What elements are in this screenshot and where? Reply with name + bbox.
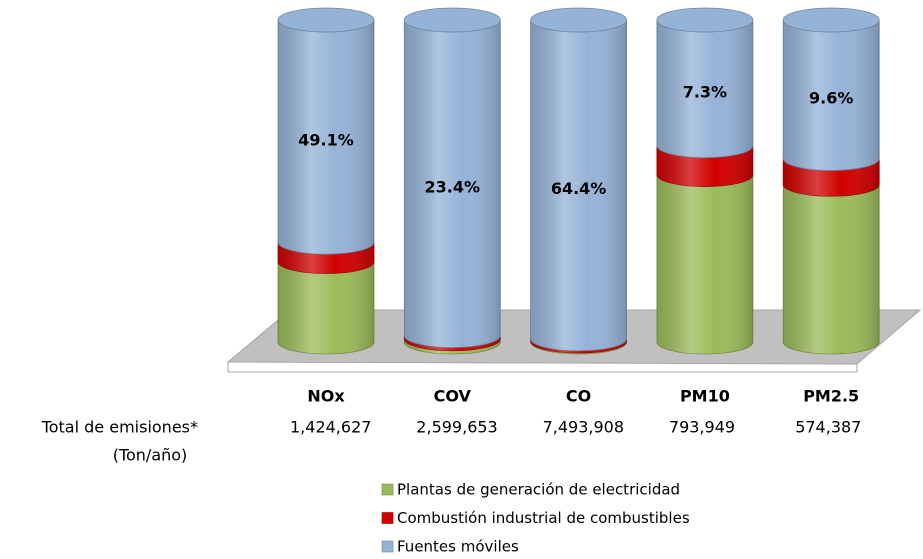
segment-shade: [783, 20, 880, 171]
cylinder-top: [782, 7, 880, 33]
x-tick-label: NOx: [307, 387, 345, 406]
legend-label: Combustión industrial de combustibles: [397, 509, 690, 527]
data-label: 9.6%: [809, 89, 853, 108]
cylinder-top: [656, 7, 754, 33]
total-value: 1,424,627: [290, 418, 371, 437]
total-value: 2,599,653: [416, 418, 497, 437]
segment-shade: [404, 335, 501, 351]
segment-shade: [656, 174, 753, 354]
data-label: 7.3%: [683, 82, 727, 101]
segment-shade: [404, 20, 501, 348]
data-label: 23.4%: [425, 177, 481, 196]
legend-swatch: [381, 512, 394, 524]
segment-shade: [783, 158, 880, 197]
cylinder-top: [530, 7, 627, 33]
legend-label: Fuentes móviles: [397, 538, 519, 556]
legend-swatch: [381, 483, 394, 496]
x-tick-label: COV: [434, 387, 472, 406]
segment-shade: [404, 338, 501, 354]
x-tick-label: PM10: [680, 387, 730, 406]
cylinder-top: [403, 7, 501, 33]
data-label: 49.1%: [298, 131, 354, 150]
legend-swatch: [381, 540, 394, 553]
totals-label: Total de emisiones*: [41, 418, 198, 437]
data-label: 64.4%: [551, 179, 607, 198]
x-tick-label: PM2.5: [803, 387, 859, 406]
segment-shade: [656, 145, 753, 187]
x-tick-label: CO: [566, 387, 591, 406]
total-value: 793,949: [669, 418, 735, 437]
segment-shade: [278, 20, 374, 255]
total-value: 7,493,908: [543, 418, 624, 437]
total-value: 574,387: [795, 418, 861, 437]
segment-shade: [530, 20, 627, 351]
legend-label: Plantas de generación de electricidad: [397, 481, 680, 499]
segment-shade: [278, 261, 374, 354]
cylinder-top: [277, 7, 375, 33]
totals-unit: (Ton/año): [113, 446, 188, 465]
segment-shade: [278, 242, 374, 274]
segment-shade: [656, 20, 753, 158]
segment-shade: [783, 184, 880, 354]
